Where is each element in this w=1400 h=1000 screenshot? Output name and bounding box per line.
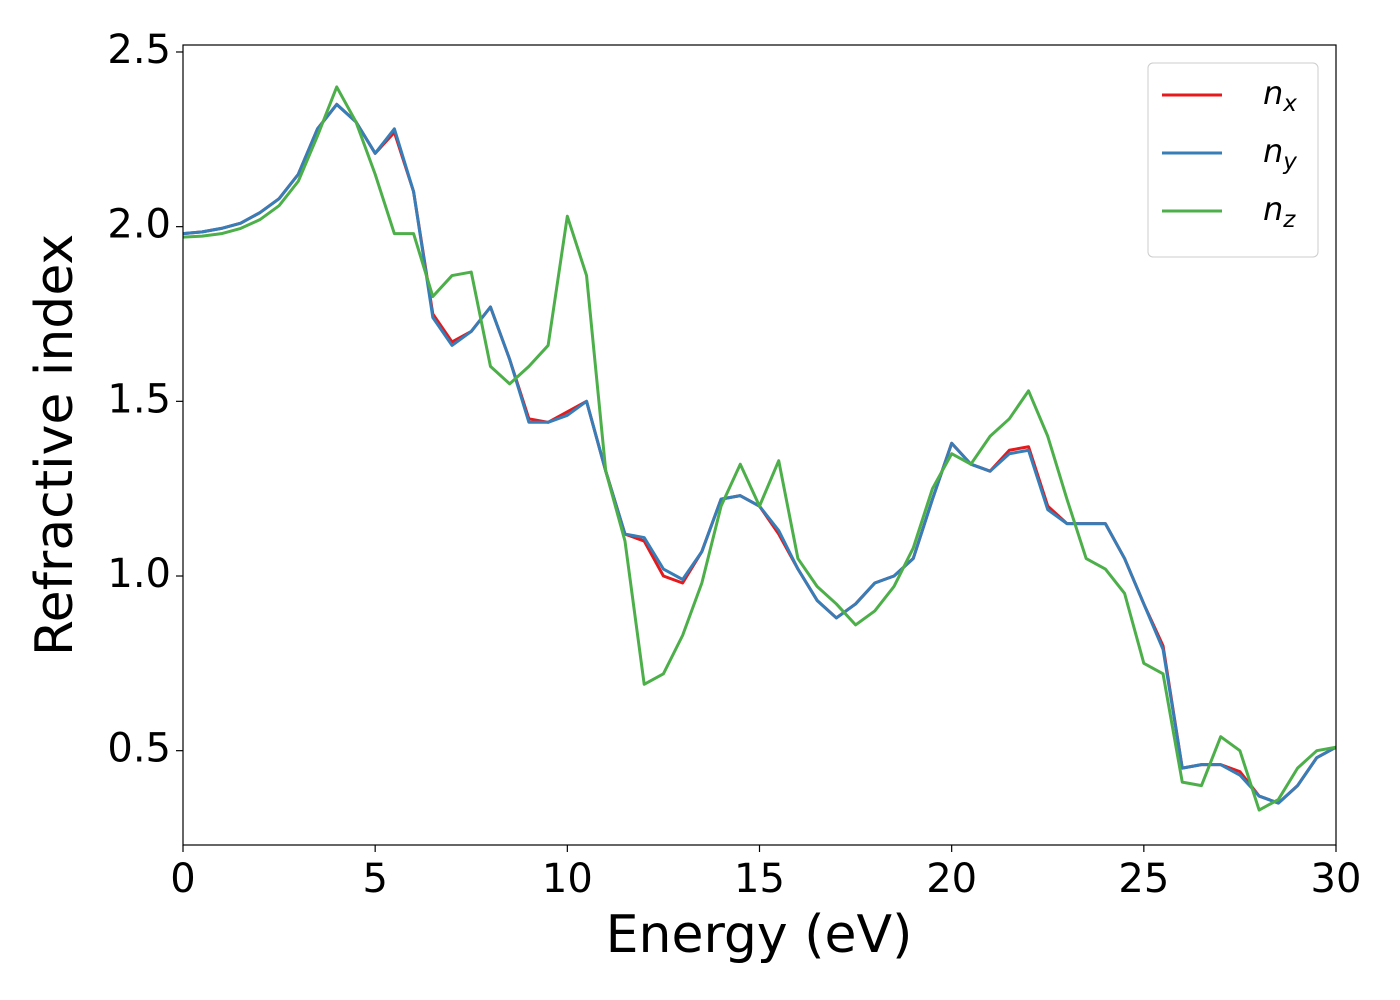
x-tick-label: 30 [1311,856,1362,902]
legend-label: nx [1263,74,1297,117]
x-tick-label: 25 [1118,856,1169,902]
y-tick-label: 0.5 [107,726,171,772]
x-tick-label: 10 [542,856,593,902]
legend-label: nz [1263,190,1296,233]
legend-label: ny [1263,132,1297,175]
data-line [183,85,1336,812]
y-tick-label: 2.0 [107,202,171,248]
y-axis-label: Refractive index [25,234,85,656]
x-tick-label: 5 [362,856,387,902]
y-tick-label: 1.0 [107,551,171,597]
y-tick-label: 1.5 [107,376,171,422]
x-axis-label: Energy (eV) [606,905,913,965]
x-tick-label: 20 [926,856,977,902]
x-tick-label: 15 [734,856,785,902]
legend-box [1147,62,1319,258]
y-tick-label: 2.5 [107,27,171,73]
x-tick-label: 0 [170,856,195,902]
